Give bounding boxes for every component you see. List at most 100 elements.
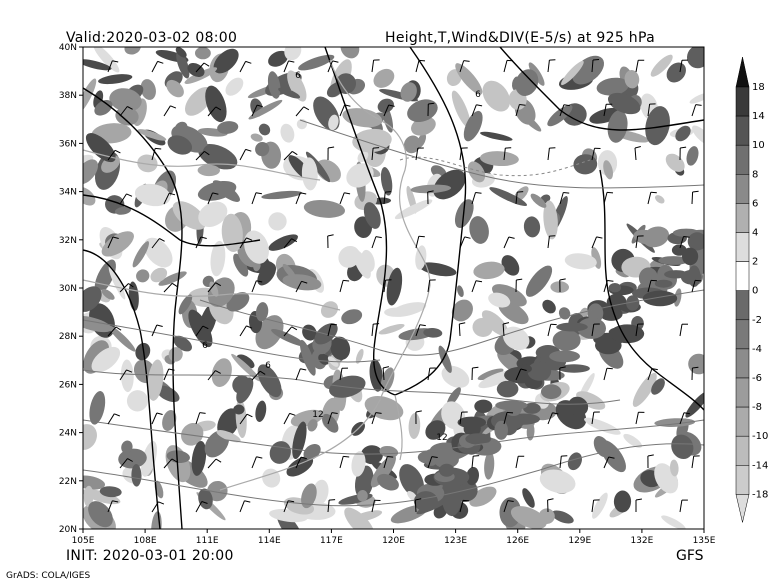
- shade-cell: [469, 486, 497, 507]
- wind-barb: [207, 282, 222, 293]
- shade-cell: [608, 283, 622, 293]
- shade-cell: [522, 488, 535, 508]
- shade-cell: [188, 309, 213, 348]
- wind-barb: [515, 455, 525, 469]
- shade-cell: [561, 60, 584, 86]
- shade-cell: [134, 183, 171, 207]
- shade-cell: [150, 267, 168, 283]
- colorbar-label: 8: [752, 169, 758, 180]
- wind-barb: [591, 59, 600, 73]
- shade-cell: [299, 339, 316, 376]
- shade-cell: [124, 47, 141, 55]
- shade-cell: [202, 144, 219, 161]
- wind-barb: [163, 282, 178, 293]
- shade-cell: [99, 486, 122, 498]
- wind-barb: [239, 325, 253, 337]
- shade-cell: [211, 358, 232, 387]
- shade-cell: [689, 92, 704, 104]
- shade-cell: [351, 510, 383, 522]
- wind-barb: [382, 366, 390, 381]
- wind-barb: [195, 412, 206, 425]
- shade-cell: [255, 141, 270, 157]
- colorbar-segment: [735, 406, 750, 437]
- shade-cell: [344, 507, 375, 529]
- shade-cell: [287, 70, 307, 102]
- shade-cell: [361, 249, 375, 273]
- lat-tick-label: 32N: [59, 236, 77, 246]
- shade-cell: [477, 368, 504, 381]
- wind-barb: [119, 193, 133, 205]
- wind-barb: [647, 368, 658, 381]
- valid-time-label: Valid:2020-03-02 08:00: [66, 30, 238, 46]
- wind-barb: [295, 368, 307, 381]
- shade-cell: [166, 79, 184, 98]
- wind-barb: [119, 283, 134, 293]
- shade-cell: [83, 186, 96, 206]
- shade-cell: [328, 114, 339, 131]
- shade-cell: [632, 372, 657, 407]
- shade-cell: [685, 391, 704, 418]
- lat-tick-label: 30N: [59, 284, 77, 294]
- coastline-boundaries: [83, 59, 431, 491]
- shade-cell: [198, 201, 228, 227]
- shade-cell: [83, 286, 102, 312]
- wind-barb: [163, 368, 175, 381]
- shade-cell: [489, 187, 528, 207]
- shade-cell: [410, 184, 452, 194]
- contour-label: 6: [295, 71, 301, 81]
- shade-cell: [255, 315, 284, 350]
- shade-cell: [83, 159, 99, 185]
- wind-barb: [647, 103, 656, 117]
- shade-cell: [613, 490, 632, 513]
- colorbar-segment: [735, 435, 750, 466]
- wind-barb: [634, 146, 641, 161]
- wind-barb: [207, 370, 221, 381]
- shade-cell: [282, 263, 297, 280]
- colorbar-label: -10: [752, 431, 768, 442]
- shade-cell: [377, 98, 394, 113]
- wind-barb: [647, 454, 654, 469]
- shade-cell: [473, 261, 505, 280]
- wind-barb: [547, 498, 554, 513]
- wind-barb: [151, 238, 165, 249]
- wind-barb: [503, 411, 514, 425]
- shade-cell: [257, 263, 277, 286]
- colorbar-label: -18: [752, 489, 768, 500]
- shade-cell: [515, 69, 539, 96]
- height-contours: [83, 47, 704, 529]
- shade-cell: [236, 377, 254, 404]
- shade-cell: [137, 129, 167, 141]
- wind-barb: [163, 192, 176, 205]
- wind-barb: [547, 59, 556, 73]
- shade-cell: [455, 63, 483, 95]
- colorbar-top-arrow: [735, 56, 750, 88]
- shade-cell: [642, 290, 678, 307]
- shade-cell: [400, 82, 417, 102]
- wind-barb: [691, 104, 702, 117]
- shade-cell: [255, 400, 267, 422]
- shade-cell: [357, 490, 368, 502]
- wind-barb: [239, 148, 252, 161]
- shade-cell: [91, 346, 121, 373]
- shade-cell: [340, 47, 360, 59]
- lon-tick-label: 120E: [382, 536, 405, 546]
- colorbar-label: 6: [752, 198, 758, 209]
- wind-barb: [295, 106, 310, 117]
- shade-cell: [303, 199, 346, 218]
- contour-label: 6: [475, 90, 481, 100]
- wind-barb: [151, 147, 162, 161]
- colorbar-segment: [735, 86, 750, 117]
- shade-cell: [88, 501, 113, 528]
- shade-cell: [624, 70, 640, 89]
- colorbar-label: -14: [752, 460, 768, 471]
- shade-cell: [301, 483, 317, 509]
- shade-cell: [600, 440, 626, 473]
- shade-cell: [89, 391, 106, 425]
- shade-cell: [556, 322, 588, 332]
- shade-cell: [494, 420, 509, 440]
- shade-cell: [687, 232, 704, 251]
- shade-cell: [439, 463, 455, 477]
- shade-cell: [584, 417, 621, 435]
- shade-cell: [136, 269, 150, 283]
- shade-cell: [505, 402, 522, 416]
